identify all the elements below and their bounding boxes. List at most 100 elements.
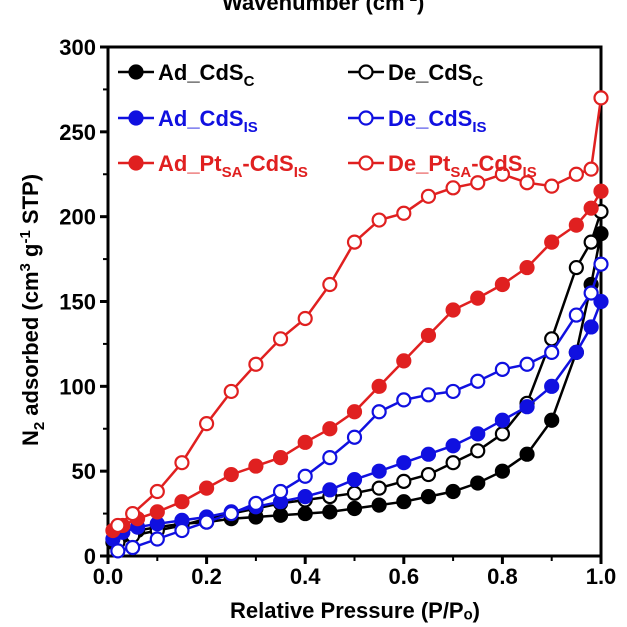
series-2	[105, 293, 609, 547]
x-tick-label: 0.6	[389, 564, 420, 589]
legend-marker	[358, 110, 374, 126]
data-point	[174, 494, 190, 510]
data-point	[346, 500, 363, 517]
data-point	[396, 392, 412, 408]
data-point	[420, 387, 437, 403]
legend-label: De_CdSC	[388, 60, 483, 90]
top-title: Wavenumber (cm-1)	[222, 0, 424, 15]
data-point	[297, 310, 313, 327]
data-point	[297, 468, 313, 484]
data-point	[593, 90, 609, 106]
data-point	[199, 416, 215, 432]
legend-label: Ad_CdSIS	[158, 106, 258, 136]
data-point	[272, 483, 289, 500]
y-tick-label: 50	[72, 459, 96, 484]
data-point	[568, 259, 584, 276]
data-point	[568, 166, 584, 182]
series-5	[110, 90, 609, 534]
data-point	[519, 446, 535, 462]
data-point	[371, 497, 387, 513]
data-point	[297, 434, 313, 450]
legend-marker	[358, 155, 374, 171]
data-point	[346, 472, 363, 488]
data-point	[470, 475, 486, 491]
legend-item: De_PtSA-CdSIS	[348, 151, 537, 181]
data-point	[445, 455, 461, 471]
data-point	[322, 421, 338, 437]
y-tick-label: 100	[59, 374, 96, 399]
data-point	[420, 466, 437, 483]
y-tick-label: 300	[59, 35, 96, 60]
y-axis-label: N2 adsorbed (cm3 g-1 STP)	[17, 174, 48, 446]
data-point	[583, 285, 599, 301]
x-axis-ticks: 0.0 0.2 0.4 0.6 0.8 1.0	[93, 556, 616, 589]
data-point	[544, 344, 560, 360]
data-point	[494, 426, 510, 442]
data-point	[396, 353, 412, 369]
data-point	[248, 495, 264, 512]
data-point	[396, 205, 412, 221]
data-point	[445, 302, 461, 318]
data-point	[568, 344, 584, 360]
data-point	[223, 466, 239, 483]
series-line	[117, 263, 603, 553]
data-point	[593, 256, 609, 272]
data-point	[199, 514, 215, 530]
data-point	[494, 166, 510, 182]
data-point	[420, 327, 437, 344]
data-point	[445, 483, 461, 500]
data-point	[470, 175, 486, 191]
data-point	[110, 517, 126, 534]
legend-marker	[128, 155, 144, 171]
data-point	[149, 531, 165, 547]
y-tick-label: 150	[59, 290, 96, 315]
x-tick-label: 0.0	[93, 564, 124, 589]
data-point	[420, 489, 437, 505]
data-point	[322, 276, 338, 293]
legend-marker	[128, 110, 144, 126]
data-point	[248, 458, 264, 474]
data-point	[223, 505, 239, 522]
data-point	[125, 539, 141, 556]
data-point	[371, 212, 387, 228]
legend-label: Ad_CdSC	[158, 60, 255, 90]
data-point	[544, 178, 560, 194]
y-tick-label: 200	[59, 205, 96, 230]
data-point	[248, 356, 264, 372]
y-tick-label: 0	[84, 544, 96, 569]
data-point	[223, 383, 239, 400]
data-point	[593, 293, 609, 310]
data-point	[420, 446, 437, 462]
data-point	[470, 290, 486, 306]
legend-item: De_CdSC	[348, 60, 483, 90]
data-point	[593, 183, 609, 199]
data-point	[371, 378, 387, 394]
data-point	[346, 429, 363, 445]
data-point	[519, 399, 535, 415]
series-layer	[105, 90, 609, 559]
y-axis-ticks: 0 50 100 150 200 250 300	[59, 35, 108, 569]
x-axis-label: Relative Pressure (P/Pₒ)	[230, 598, 480, 623]
data-point	[371, 463, 387, 479]
data-point	[199, 480, 215, 496]
data-point	[272, 331, 289, 347]
data-point	[149, 483, 165, 500]
legend-item: Ad_PtSA-CdSIS	[118, 151, 308, 181]
data-point	[322, 504, 338, 520]
data-point	[494, 463, 510, 479]
series-line	[117, 97, 603, 527]
x-tick-label: 0.2	[191, 564, 222, 589]
data-point	[544, 234, 560, 250]
data-point	[544, 378, 560, 394]
data-point	[174, 455, 190, 471]
data-point	[297, 505, 313, 522]
data-point	[470, 426, 486, 442]
data-point	[272, 449, 289, 466]
x-tick-label: 0.8	[487, 564, 518, 589]
data-point	[420, 188, 437, 204]
legend-item: Ad_CdSC	[118, 60, 255, 90]
data-point	[445, 180, 461, 196]
data-point	[583, 161, 599, 177]
legend-item: Ad_CdSIS	[118, 106, 258, 136]
